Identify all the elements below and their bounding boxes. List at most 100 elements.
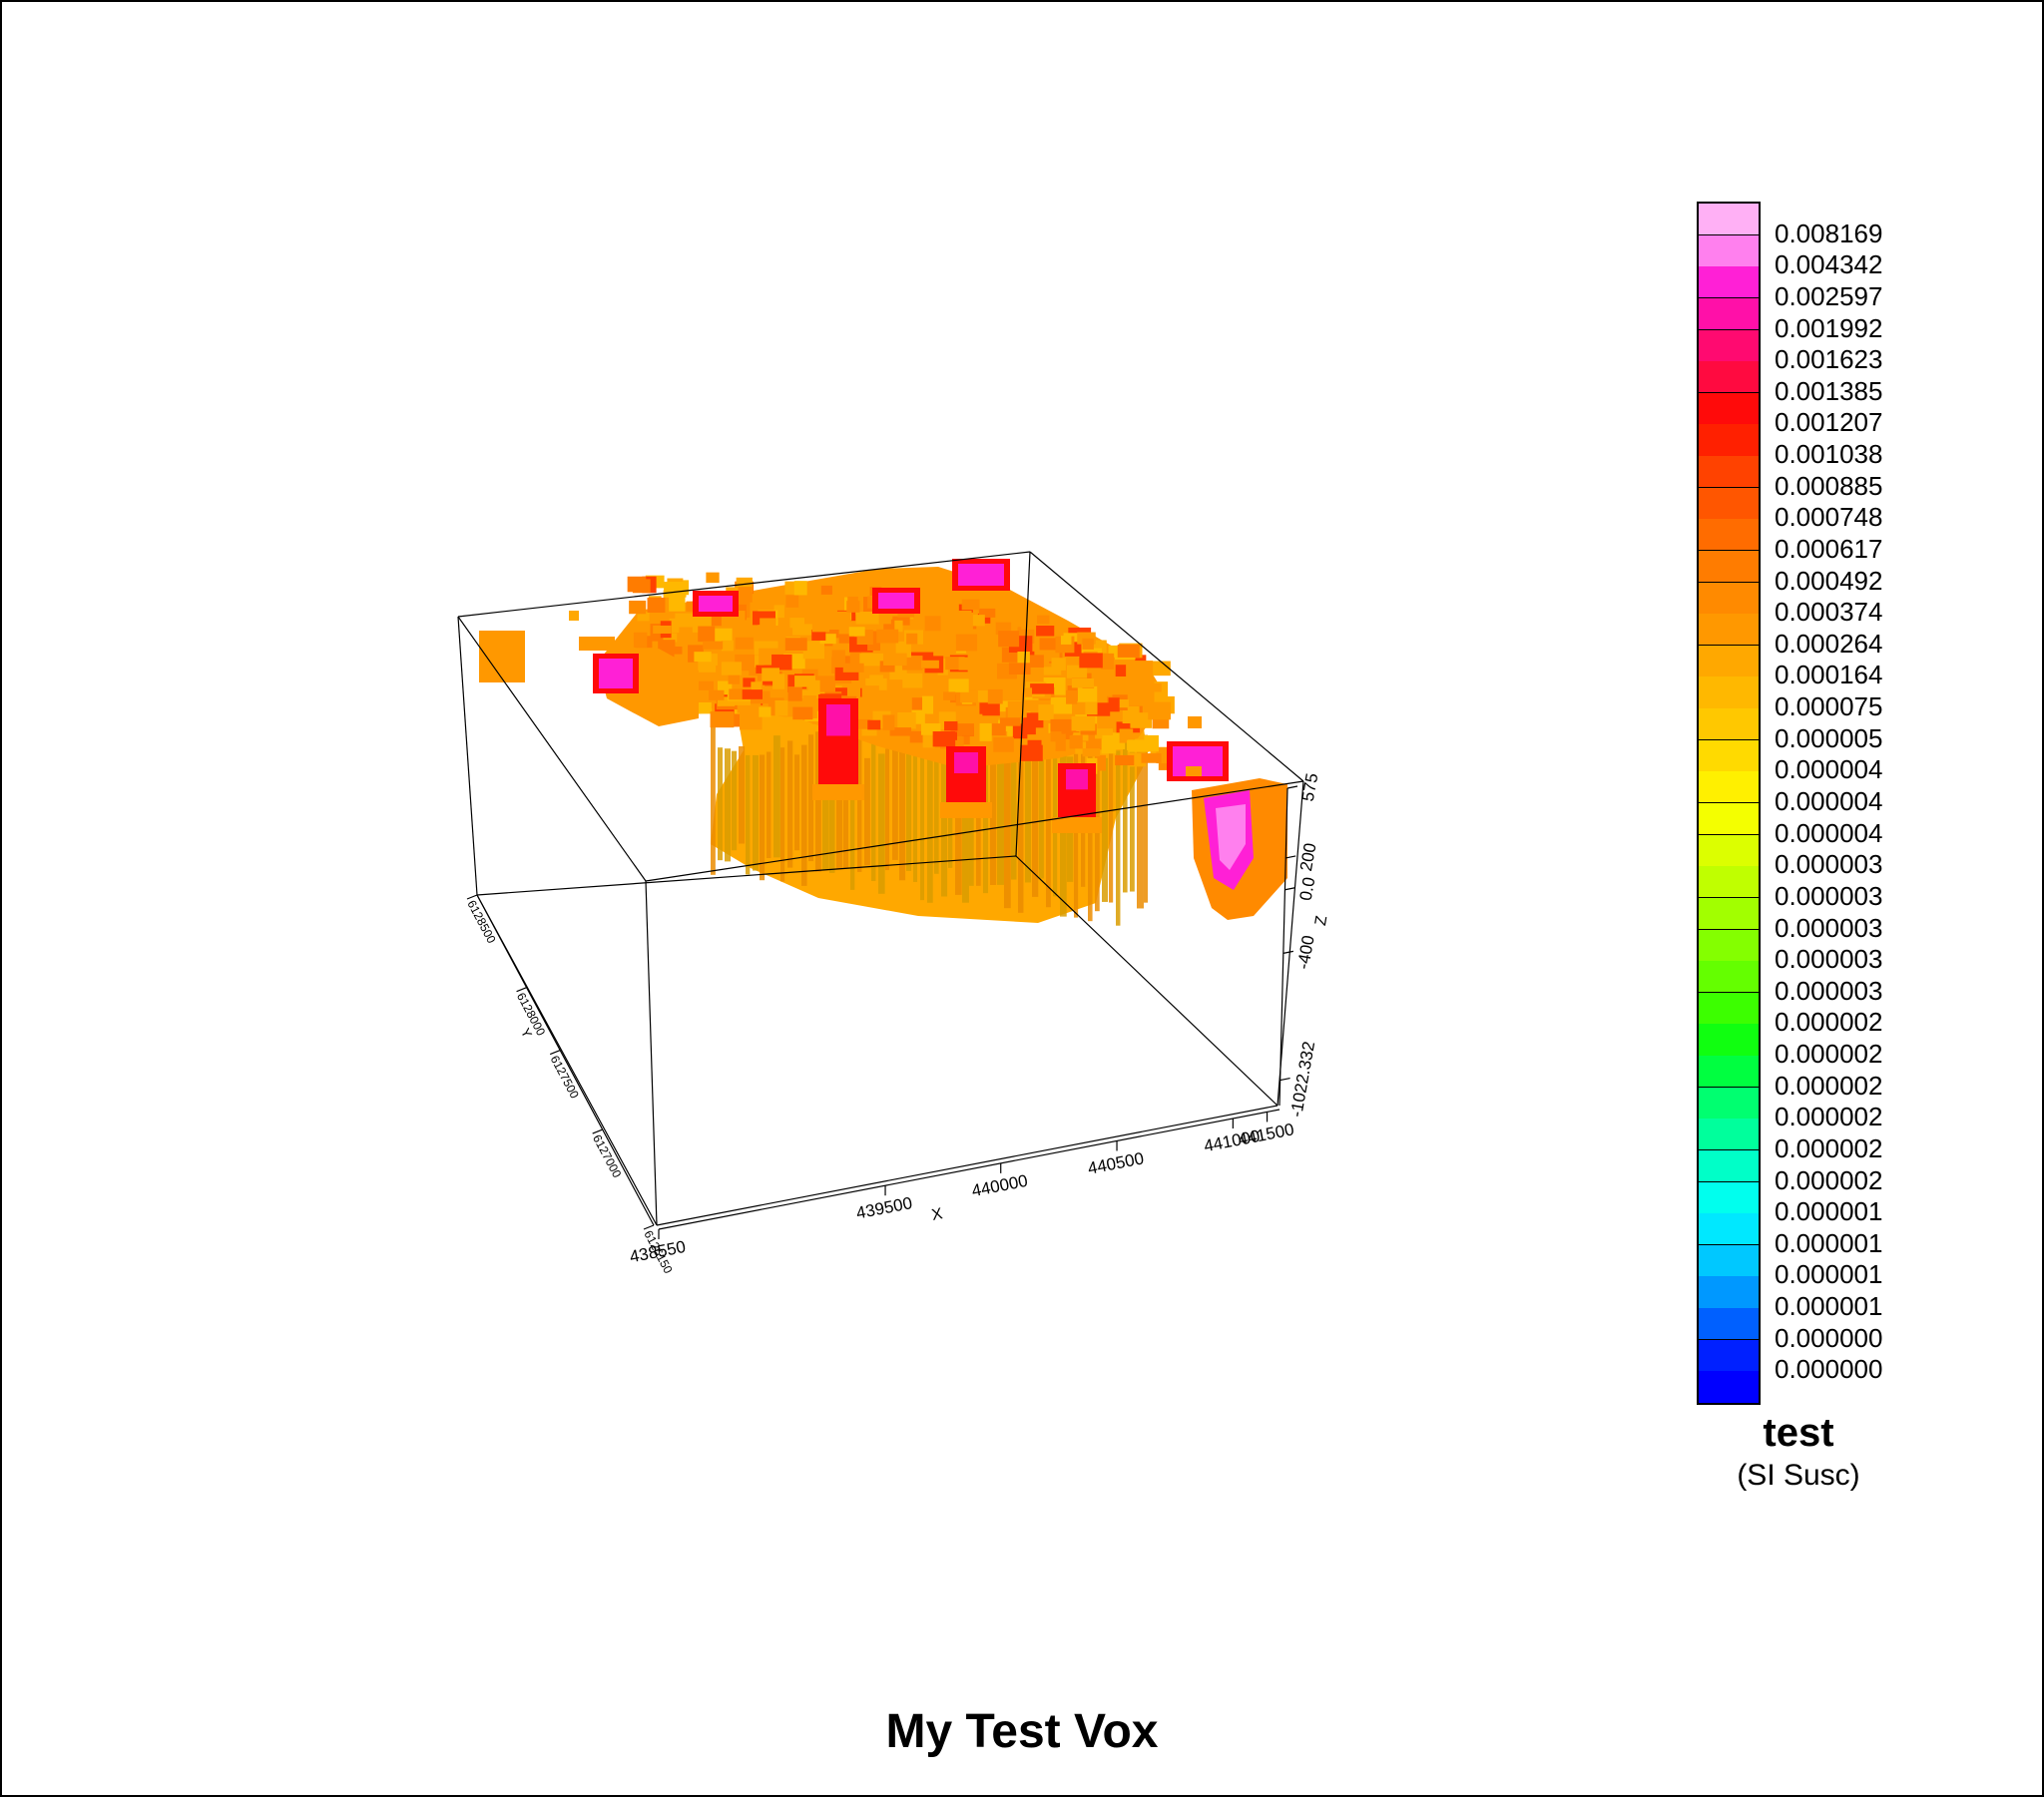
voxel-tile bbox=[787, 686, 802, 701]
voxel-tile bbox=[964, 615, 985, 627]
voxel-column bbox=[1116, 750, 1121, 926]
box-edge bbox=[645, 780, 1304, 882]
voxel-tile bbox=[1110, 699, 1130, 708]
voxel-tile bbox=[1060, 636, 1072, 645]
legend-label: 0.000003 bbox=[1775, 975, 1883, 1006]
voxel-tile bbox=[728, 672, 740, 684]
voxel-tile bbox=[1108, 697, 1120, 712]
voxel-column bbox=[878, 753, 885, 894]
z-axis-line bbox=[1278, 787, 1288, 1107]
voxel-hotspot bbox=[958, 564, 1004, 586]
voxel-tile bbox=[976, 689, 998, 702]
legend-label: 0.000000 bbox=[1775, 1354, 1883, 1385]
voxel-tile bbox=[1055, 733, 1066, 751]
voxel-tile bbox=[1141, 753, 1162, 763]
voxel-fragment bbox=[579, 637, 615, 651]
legend-swatch bbox=[1699, 582, 1759, 615]
voxel-column bbox=[787, 740, 793, 868]
voxel-tile bbox=[848, 627, 865, 637]
voxel-tile bbox=[760, 618, 776, 636]
y-tick-label: 6128500 bbox=[464, 898, 498, 946]
voxel-tile bbox=[888, 620, 903, 633]
voxel-pipe-core bbox=[826, 704, 850, 736]
voxel-tile bbox=[880, 610, 891, 625]
voxel-column bbox=[732, 750, 738, 851]
voxel-column bbox=[997, 725, 1004, 885]
voxel-tile bbox=[729, 688, 752, 700]
voxel-column bbox=[1060, 750, 1067, 917]
z-tick-label: 200 bbox=[1296, 841, 1320, 872]
voxel-tile bbox=[1021, 620, 1036, 630]
voxel-tile bbox=[1119, 728, 1134, 743]
voxel-tile bbox=[1116, 721, 1141, 733]
voxel-fragment bbox=[569, 611, 579, 621]
voxel-tile bbox=[879, 661, 895, 673]
voxel-pipe-core bbox=[1066, 769, 1088, 790]
voxel-tile bbox=[1038, 704, 1054, 720]
legend-swatch bbox=[1699, 614, 1759, 647]
voxel-tile bbox=[1024, 719, 1036, 735]
legend-swatch bbox=[1699, 424, 1759, 457]
voxel-tile bbox=[830, 611, 851, 630]
voxel-tile bbox=[1017, 652, 1030, 666]
legend-swatch bbox=[1699, 897, 1759, 931]
legend-label: 0.000002 bbox=[1775, 1164, 1883, 1195]
voxel-column bbox=[1102, 757, 1109, 902]
voxel-tile bbox=[906, 633, 918, 645]
legend-swatch bbox=[1699, 929, 1759, 962]
box-edge bbox=[1015, 551, 1031, 857]
voxel-tile bbox=[1009, 687, 1033, 697]
voxel-column bbox=[927, 725, 933, 903]
voxel-tile bbox=[811, 621, 829, 633]
voxel-column bbox=[843, 741, 848, 868]
voxel-tile bbox=[958, 657, 976, 671]
voxel-tile bbox=[1050, 731, 1062, 742]
voxel-column bbox=[983, 753, 989, 894]
x-tick-label: 439500 bbox=[854, 1193, 913, 1222]
legend-label: 0.000748 bbox=[1775, 502, 1883, 533]
voxel-tile bbox=[703, 641, 724, 650]
voxel-tile bbox=[674, 654, 697, 664]
voxel-tile bbox=[889, 727, 912, 736]
voxel-tile bbox=[774, 699, 788, 716]
voxel-column bbox=[753, 754, 759, 871]
voxel-column bbox=[850, 749, 855, 890]
legend-label: 0.000001 bbox=[1775, 1259, 1883, 1290]
legend-label: 0.000374 bbox=[1775, 597, 1883, 628]
legend-label: 0.001992 bbox=[1775, 312, 1883, 343]
voxel-tile bbox=[1071, 715, 1096, 731]
legend-swatch bbox=[1699, 1308, 1759, 1341]
legend-swatch bbox=[1699, 329, 1759, 362]
voxel-tile bbox=[1135, 655, 1147, 666]
voxel-tile bbox=[669, 595, 686, 612]
legend-swatch bbox=[1699, 1276, 1759, 1309]
voxel-tile bbox=[1043, 667, 1062, 675]
voxel-tile bbox=[675, 613, 695, 628]
voxel-tile bbox=[1030, 683, 1054, 694]
voxel-column bbox=[773, 735, 780, 858]
voxel-tile bbox=[717, 696, 736, 706]
voxel-tile bbox=[902, 673, 923, 688]
voxel-tile bbox=[629, 600, 647, 615]
legend-swatch bbox=[1699, 803, 1759, 836]
legend-swatch bbox=[1699, 1149, 1759, 1183]
y-tick bbox=[516, 987, 527, 993]
voxel-tile bbox=[883, 653, 907, 666]
voxel-tile bbox=[861, 685, 879, 700]
voxel-tile bbox=[785, 595, 799, 608]
voxel-column bbox=[1123, 738, 1128, 893]
voxel-tile bbox=[706, 572, 720, 584]
voxel-tile bbox=[955, 634, 978, 652]
voxel-fragment bbox=[1186, 766, 1202, 776]
voxel-column bbox=[1046, 726, 1051, 908]
legend-label: 0.000003 bbox=[1775, 912, 1883, 943]
voxel-tile bbox=[1036, 625, 1055, 637]
legend-label: 0.001038 bbox=[1775, 439, 1883, 470]
y-tick bbox=[466, 894, 478, 900]
voxel-fragment bbox=[1188, 716, 1202, 728]
voxel-tile bbox=[751, 681, 762, 693]
voxel-tile bbox=[1108, 683, 1125, 693]
voxel-tile bbox=[705, 615, 722, 627]
voxel-tile bbox=[1007, 700, 1027, 718]
legend-label: 0.000002 bbox=[1775, 1070, 1883, 1101]
